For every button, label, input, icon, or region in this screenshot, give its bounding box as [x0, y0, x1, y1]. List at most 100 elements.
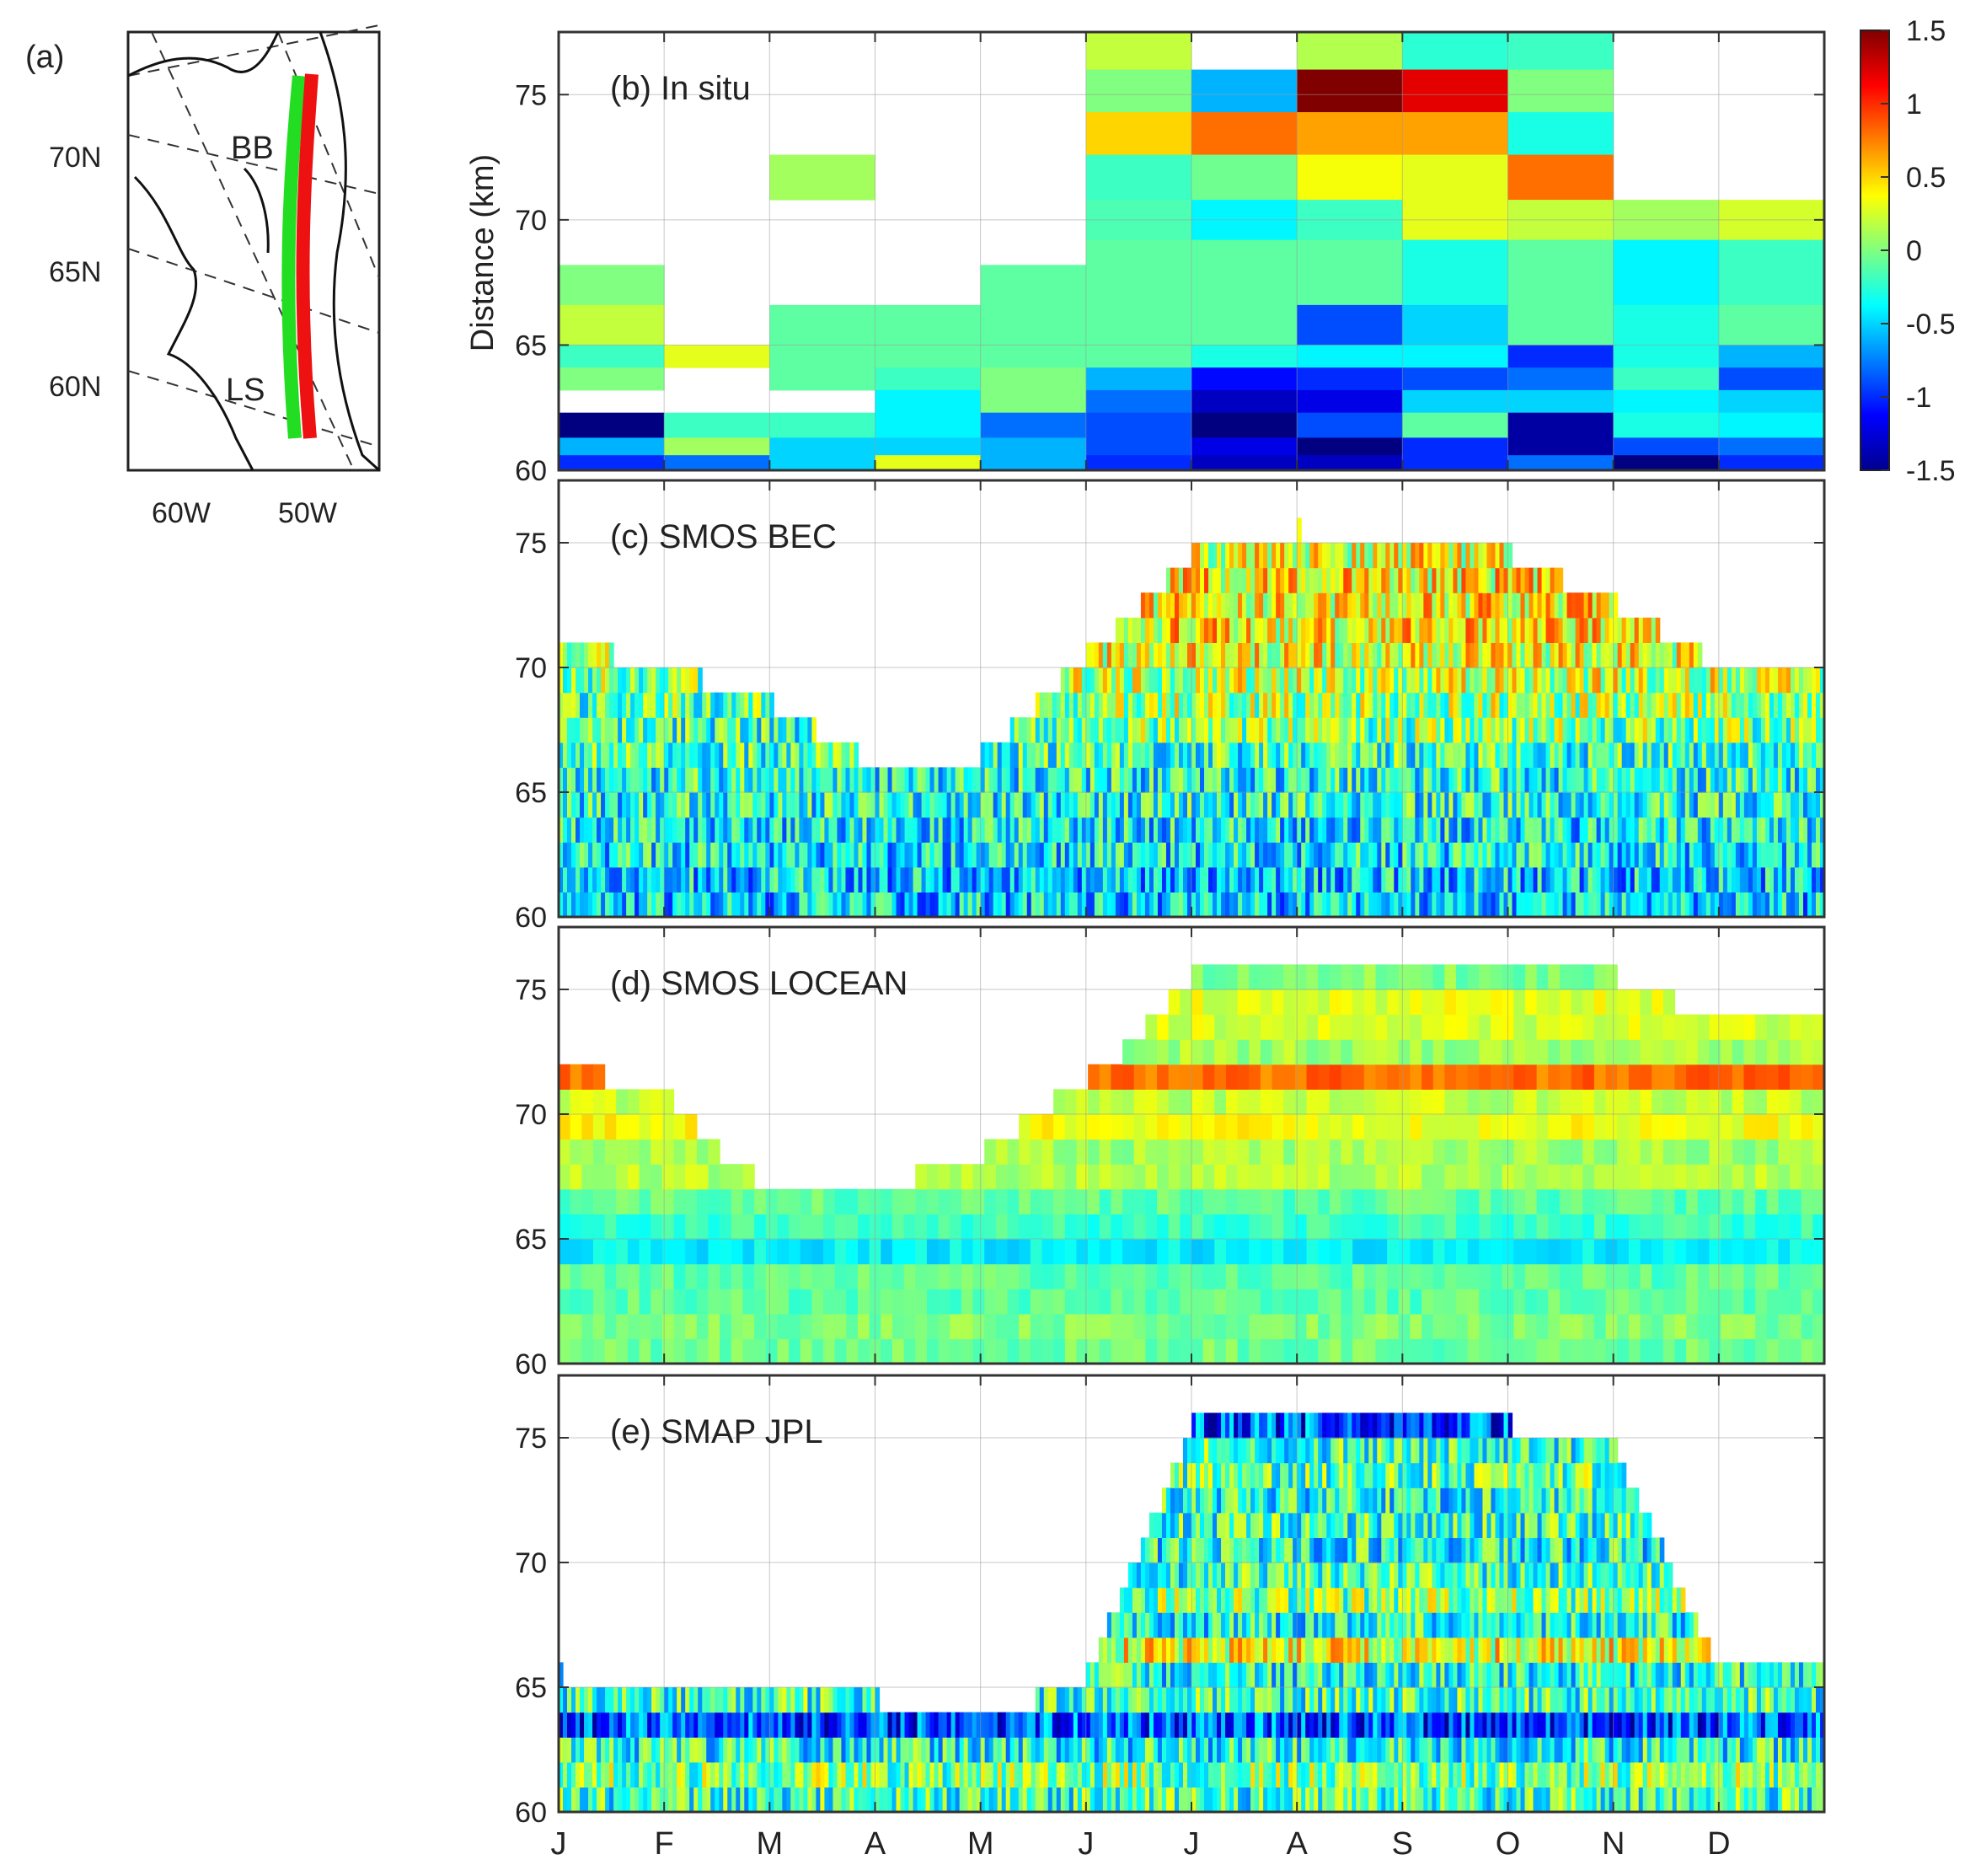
- heatmap-cell: [795, 817, 800, 843]
- heatmap-cell: [1402, 592, 1407, 619]
- heatmap-cell: [1419, 742, 1424, 768]
- heatmap-cell: [765, 842, 770, 868]
- heatmap-cell: [1297, 32, 1403, 71]
- heatmap-cell: [1503, 567, 1509, 593]
- heatmap-cell: [1214, 1139, 1227, 1165]
- heatmap-cell: [1467, 1239, 1480, 1265]
- heatmap-cell: [1200, 892, 1205, 918]
- heatmap-cell: [1609, 742, 1614, 768]
- heatmap-cell: [643, 717, 648, 743]
- heatmap-cell: [660, 842, 665, 868]
- heatmap-cell: [1326, 717, 1331, 743]
- heatmap-cell: [1170, 892, 1175, 918]
- heatmap-cell: [1297, 517, 1302, 544]
- heatmap-cell: [1305, 792, 1310, 818]
- heatmap-cell: [1363, 1039, 1377, 1065]
- heatmap-cell: [1786, 767, 1791, 793]
- heatmap-cell: [618, 842, 623, 868]
- heatmap-cell: [823, 1289, 836, 1315]
- heatmap-cell: [661, 1164, 675, 1190]
- heatmap-cell: [1144, 767, 1150, 793]
- heatmap-cell: [1582, 1039, 1595, 1065]
- heatmap-cell: [972, 1263, 985, 1289]
- heatmap-cell: [618, 817, 623, 843]
- heatmap-cell: [1133, 1338, 1146, 1364]
- heatmap-cell: [1267, 617, 1272, 643]
- heatmap-cell: [1398, 617, 1403, 643]
- heatmap-cell: [1043, 717, 1049, 743]
- heatmap-cell: [1457, 592, 1463, 619]
- heatmap-cell: [1646, 866, 1652, 892]
- heatmap-cell: [1642, 892, 1648, 918]
- heatmap-cell: [816, 866, 822, 892]
- heatmap-cell: [1329, 1139, 1342, 1165]
- heatmap-cell: [1411, 866, 1416, 892]
- heatmap-cell: [1470, 792, 1475, 818]
- heatmap-cell: [1398, 892, 1403, 918]
- heatmap-cell: [1259, 842, 1264, 868]
- heatmap-cell: [846, 1338, 859, 1364]
- heatmap-cell: [696, 1289, 709, 1315]
- heatmap-cell: [1579, 617, 1585, 643]
- heatmap-cell: [1322, 692, 1327, 718]
- heatmap-cell: [1582, 1289, 1595, 1315]
- heatmap-cell: [1389, 692, 1395, 718]
- heatmap-cell: [942, 817, 948, 843]
- heatmap-cell: [942, 842, 948, 868]
- heatmap-cell: [1646, 692, 1652, 718]
- heatmap-cell: [1132, 842, 1138, 868]
- heatmap-cell: [1263, 692, 1268, 718]
- heatmap-cell: [1094, 692, 1100, 718]
- heatmap-cell: [1165, 717, 1171, 743]
- heatmap-cell: [1457, 567, 1463, 593]
- heatmap-cell: [685, 1239, 698, 1265]
- heatmap-cell: [1467, 989, 1480, 1016]
- heatmap-cell: [1249, 1139, 1261, 1165]
- heatmap-cell: [1554, 692, 1560, 718]
- heatmap-cell: [1686, 1064, 1699, 1090]
- heatmap-cell: [1191, 367, 1298, 391]
- heatmap-cell: [1356, 692, 1361, 718]
- heatmap-cell: [626, 667, 631, 694]
- heatmap-cell: [1229, 792, 1234, 818]
- heatmap-cell: [984, 892, 990, 918]
- heatmap-cell: [926, 1313, 940, 1339]
- heatmap-cell: [961, 1164, 974, 1190]
- heatmap-cell: [1364, 543, 1369, 569]
- heatmap-cell: [1638, 717, 1644, 743]
- heatmap-cell: [1554, 717, 1560, 743]
- heatmap-cell: [1467, 1289, 1480, 1315]
- heatmap-cell: [938, 1338, 950, 1364]
- heatmap-cell: [1680, 767, 1686, 793]
- heatmap-cell: [1341, 1188, 1353, 1214]
- heatmap-cell: [1596, 792, 1602, 818]
- heatmap-cell: [1575, 642, 1581, 668]
- heatmap-cell: [1529, 892, 1534, 918]
- heatmap-cell: [1786, 717, 1791, 743]
- heatmap-cell: [1465, 642, 1471, 668]
- heatmap-cell: [845, 892, 851, 918]
- heatmap-cell: [1755, 1139, 1768, 1165]
- heatmap-cell: [1314, 842, 1319, 868]
- heatmap-cell: [1309, 866, 1314, 892]
- heatmap-cell: [1605, 1188, 1618, 1214]
- heatmap-cell: [639, 892, 644, 918]
- heatmap-cell: [1157, 866, 1163, 892]
- heatmap-cell: [1347, 767, 1352, 793]
- heatmap-cell: [1486, 892, 1492, 918]
- heatmap-cell: [630, 692, 635, 718]
- heatmap-cell: [1642, 617, 1648, 643]
- heatmap-cell: [858, 767, 864, 793]
- heatmap-cell: [1318, 617, 1323, 643]
- heatmap-cell: [1085, 642, 1091, 668]
- heatmap-cell: [744, 792, 749, 818]
- heatmap-cell: [1674, 1313, 1687, 1339]
- heatmap-cell: [1297, 437, 1403, 456]
- heatmap-cell: [1373, 543, 1378, 569]
- heatmap-cell: [1119, 767, 1125, 793]
- heatmap-cell: [1406, 717, 1411, 743]
- heatmap-cell: [1474, 742, 1480, 768]
- heatmap-cell: [731, 1263, 744, 1289]
- heatmap-cell: [1735, 866, 1741, 892]
- heatmap-cell: [1389, 717, 1395, 743]
